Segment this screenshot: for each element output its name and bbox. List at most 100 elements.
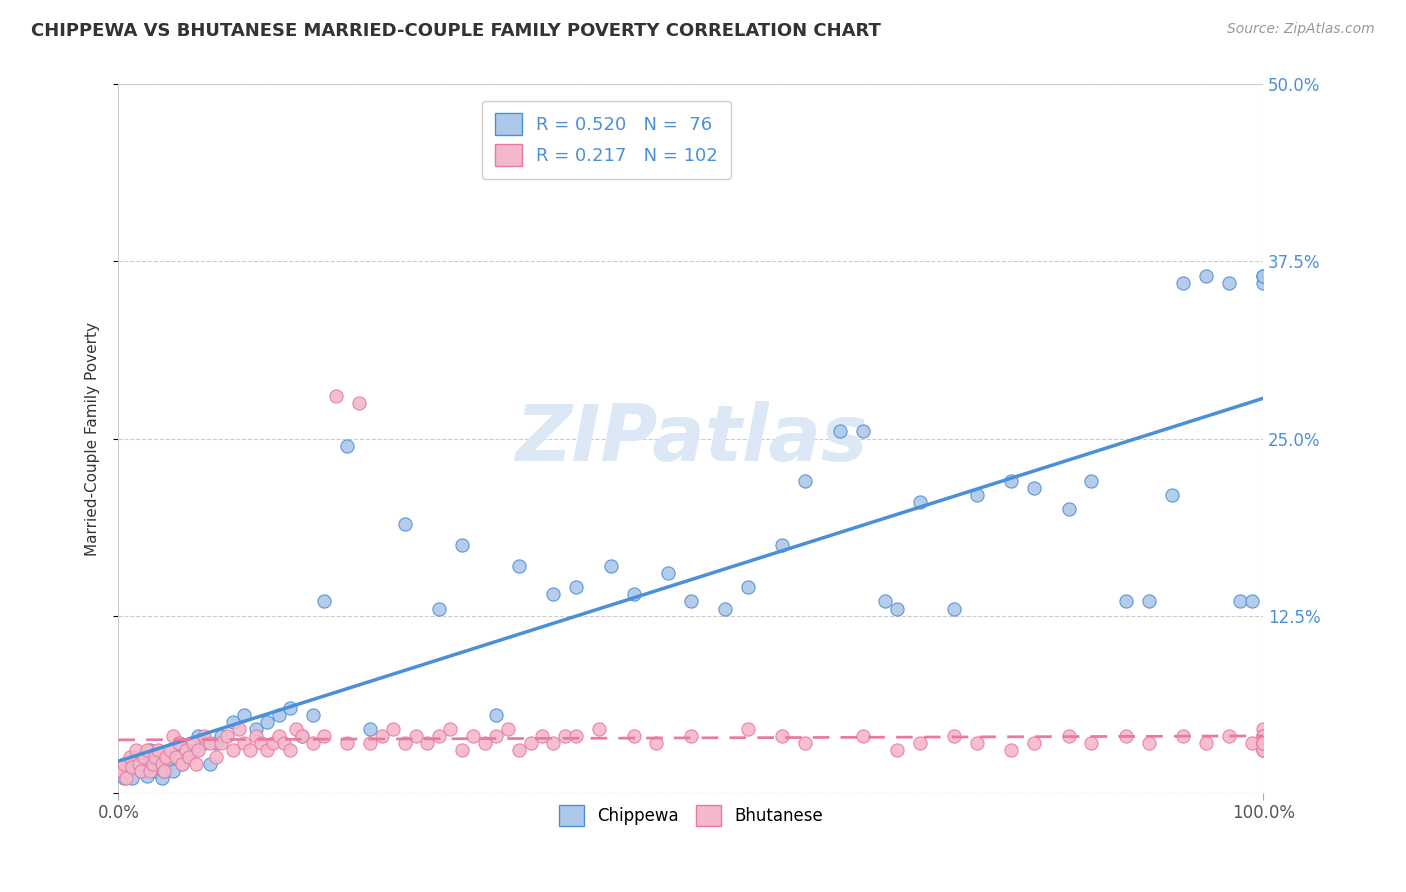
Point [1251, 729, 1274, 743]
Point [209, 736, 232, 750]
Point [267, 729, 290, 743]
Point [623, 587, 645, 601]
Point [439, 722, 461, 736]
Point [565, 580, 588, 594]
Point [198, 757, 221, 772]
Point [290, 729, 312, 743]
Point [1251, 736, 1274, 750]
Point [1171, 729, 1194, 743]
Point [273, 736, 295, 750]
Legend: Chippewa, Bhutanese: Chippewa, Bhutanese [551, 797, 831, 834]
Point [136, 743, 159, 757]
Point [148, 743, 170, 757]
Point [394, 736, 416, 750]
Point [828, 425, 851, 439]
Point [262, 736, 284, 750]
Point [124, 743, 146, 757]
Point [159, 743, 181, 757]
Point [875, 594, 897, 608]
Point [162, 729, 184, 743]
Point [450, 538, 472, 552]
Point [851, 729, 873, 743]
Point [228, 722, 250, 736]
Point [1171, 276, 1194, 290]
Point [1115, 729, 1137, 743]
Point [245, 722, 267, 736]
Point [204, 750, 226, 764]
Point [1240, 594, 1263, 608]
Point [239, 743, 262, 757]
Point [908, 736, 931, 750]
Point [179, 750, 201, 764]
Point [737, 722, 759, 736]
Point [1000, 474, 1022, 488]
Point [290, 729, 312, 743]
Point [193, 736, 215, 750]
Point [159, 743, 181, 757]
Point [543, 736, 565, 750]
Point [1251, 736, 1274, 750]
Point [139, 764, 162, 779]
Point [209, 729, 232, 743]
Point [233, 736, 256, 750]
Point [1251, 743, 1274, 757]
Point [187, 743, 209, 757]
Point [250, 736, 273, 750]
Point [112, 757, 135, 772]
Point [129, 764, 152, 779]
Point [176, 750, 198, 764]
Point [325, 389, 347, 403]
Point [162, 764, 184, 779]
Point [256, 743, 278, 757]
Point [181, 736, 204, 750]
Point [186, 757, 208, 772]
Point [165, 750, 187, 764]
Point [1251, 729, 1274, 743]
Point [278, 700, 301, 714]
Point [1251, 736, 1274, 750]
Point [463, 729, 485, 743]
Point [204, 736, 226, 750]
Point [124, 750, 146, 764]
Point [198, 736, 221, 750]
Point [222, 743, 245, 757]
Point [565, 729, 588, 743]
Point [148, 757, 170, 772]
Point [543, 587, 565, 601]
Point [1218, 729, 1240, 743]
Point [508, 743, 530, 757]
Point [623, 729, 645, 743]
Point [302, 707, 325, 722]
Point [174, 743, 197, 757]
Point [416, 736, 439, 750]
Point [1057, 502, 1080, 516]
Point [519, 736, 541, 750]
Point [1240, 736, 1263, 750]
Point [111, 764, 134, 779]
Point [645, 736, 668, 750]
Point [136, 769, 159, 783]
Point [181, 743, 204, 757]
Point [943, 729, 966, 743]
Point [794, 474, 817, 488]
Point [1251, 268, 1274, 283]
Point [155, 750, 177, 764]
Point [302, 736, 325, 750]
Point [278, 743, 301, 757]
Point [153, 764, 176, 779]
Point [153, 764, 176, 779]
Point [382, 722, 405, 736]
Point [142, 750, 165, 764]
Point [554, 729, 576, 743]
Point [139, 743, 162, 757]
Point [405, 729, 427, 743]
Point [657, 566, 679, 580]
Point [1137, 736, 1160, 750]
Point [1218, 276, 1240, 290]
Point [128, 760, 150, 774]
Point [679, 729, 702, 743]
Point [193, 729, 215, 743]
Point [737, 580, 759, 594]
Point [943, 601, 966, 615]
Point [233, 707, 256, 722]
